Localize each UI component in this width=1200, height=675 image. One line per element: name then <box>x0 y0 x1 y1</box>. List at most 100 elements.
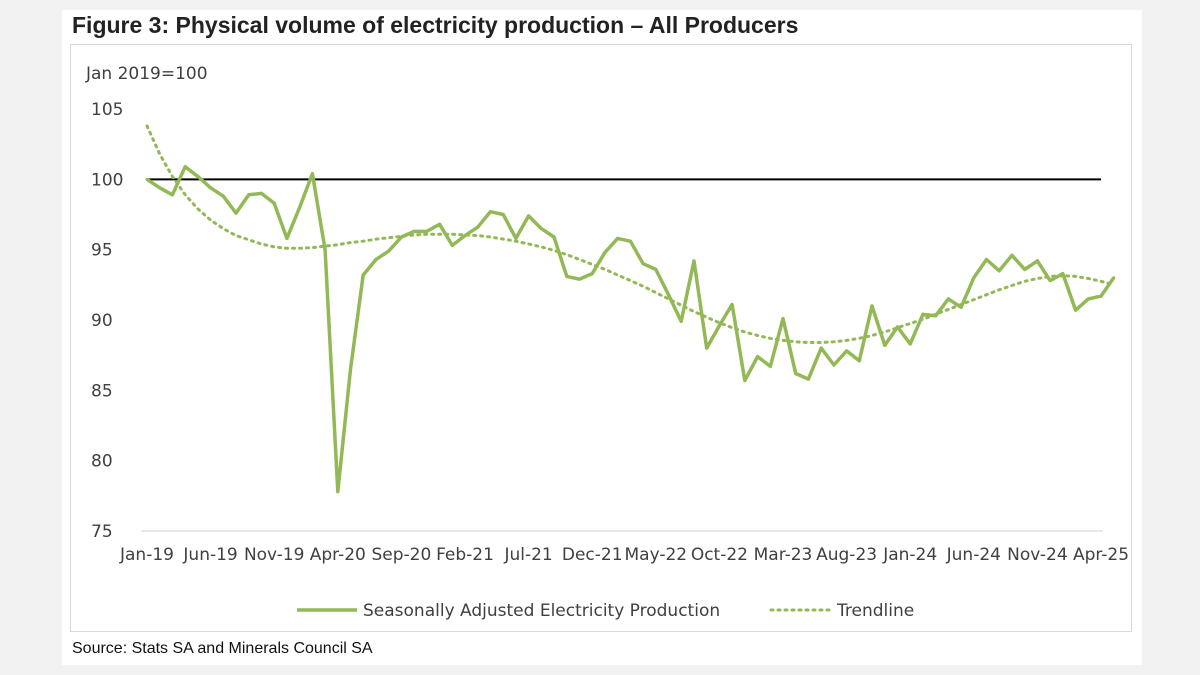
data-point <box>806 377 810 381</box>
y-tick-label: 75 <box>91 522 113 542</box>
data-point <box>590 272 594 276</box>
y-tick-label: 100 <box>91 170 123 190</box>
data-point <box>565 274 569 278</box>
data-point <box>310 172 314 176</box>
data-point <box>552 235 556 239</box>
x-tick-label: Nov-24 <box>1007 545 1068 565</box>
data-point <box>895 325 899 329</box>
data-point <box>158 186 162 190</box>
data-point <box>1010 253 1014 257</box>
data-point <box>845 349 849 353</box>
data-point <box>539 227 543 231</box>
data-point <box>794 371 798 375</box>
data-point <box>170 193 174 197</box>
x-tick-label: Jun-19 <box>182 545 237 565</box>
data-point <box>259 191 263 195</box>
data-point <box>234 211 238 215</box>
legend-label-production: Seasonally Adjusted Electricity Producti… <box>363 601 720 621</box>
x-tick-label: Dec-21 <box>562 545 623 565</box>
data-point <box>717 324 721 328</box>
chart-area: Jan 2019=100 75 80 85 90 95 100 105 Jan-19 Jun-… <box>70 44 1132 632</box>
data-point <box>781 317 785 321</box>
data-points <box>145 165 1116 494</box>
y-tick-label: 85 <box>91 381 113 401</box>
x-axis-ticks: Jan-19 Jun-19 Nov-19 Apr-20 Sep-20 Feb-21 Jul-… <box>119 545 1129 565</box>
data-point <box>705 346 709 350</box>
data-point <box>1074 308 1078 312</box>
data-point <box>921 312 925 316</box>
figure-title: Figure 3: Physical volume of electricity… <box>72 12 799 38</box>
data-point <box>946 297 950 301</box>
data-point <box>196 175 200 179</box>
data-point <box>221 194 225 198</box>
x-tick-label: Jan-24 <box>882 545 937 565</box>
data-point <box>756 355 760 359</box>
data-point <box>616 236 620 240</box>
data-point <box>603 250 607 254</box>
data-point <box>514 236 518 240</box>
data-point <box>425 229 429 233</box>
data-point <box>1023 267 1027 271</box>
data-point <box>450 243 454 247</box>
data-point <box>412 229 416 233</box>
y-axis-ticks: 75 80 85 90 95 100 105 <box>91 100 123 542</box>
data-point <box>272 201 276 205</box>
y-tick-label: 80 <box>91 452 113 472</box>
x-tick-label: Sep-20 <box>371 545 431 565</box>
data-point <box>488 210 492 214</box>
data-point <box>743 378 747 382</box>
x-tick-label: Jan-19 <box>119 545 174 565</box>
data-point <box>387 249 391 253</box>
trendline-series <box>145 124 1116 344</box>
data-point <box>959 305 963 309</box>
data-point <box>985 258 989 262</box>
x-tick-label: Oct-22 <box>691 545 748 565</box>
y-axis-label: Jan 2019=100 <box>85 64 208 84</box>
data-point <box>183 165 187 169</box>
data-point <box>832 363 836 367</box>
data-point <box>819 346 823 350</box>
data-point <box>374 258 378 262</box>
x-tick-label: Apr-25 <box>1073 545 1129 565</box>
x-tick-label: Jul-21 <box>503 545 552 565</box>
data-point <box>336 490 340 494</box>
data-point <box>667 293 671 297</box>
data-point <box>1112 276 1116 280</box>
data-point <box>870 304 874 308</box>
data-point <box>527 214 531 218</box>
x-tick-label: Jun-24 <box>946 545 1001 565</box>
data-point <box>692 259 696 263</box>
x-tick-label: Mar-23 <box>754 545 813 565</box>
data-point <box>577 277 581 281</box>
data-point <box>361 273 365 277</box>
legend: Seasonally Adjusted Electricity Producti… <box>297 601 914 621</box>
source-note: Source: Stats SA and Minerals Council SA <box>72 640 373 657</box>
x-tick-label: Feb-21 <box>436 545 494 565</box>
data-point <box>628 239 632 243</box>
data-point <box>654 267 658 271</box>
data-point <box>679 319 683 323</box>
data-point <box>399 235 403 239</box>
y-tick-label: 90 <box>91 311 113 331</box>
data-point <box>323 248 327 252</box>
legend-label-trendline: Trendline <box>836 601 914 621</box>
data-point <box>209 186 213 190</box>
x-tick-label: May-22 <box>624 545 687 565</box>
data-point <box>934 314 938 318</box>
data-point <box>730 303 734 307</box>
data-point <box>247 193 251 197</box>
data-point <box>145 177 149 181</box>
x-tick-label: Apr-20 <box>310 545 366 565</box>
data-point <box>1099 294 1103 298</box>
data-point <box>1048 279 1052 283</box>
data-point <box>857 359 861 363</box>
x-tick-label: Aug-23 <box>816 545 877 565</box>
data-point <box>501 213 505 216</box>
data-point <box>883 343 887 347</box>
data-point <box>438 222 442 226</box>
data-point <box>476 225 480 229</box>
data-point <box>908 342 912 346</box>
data-point <box>768 364 772 368</box>
data-point <box>463 234 467 238</box>
y-tick-label: 105 <box>91 100 123 120</box>
